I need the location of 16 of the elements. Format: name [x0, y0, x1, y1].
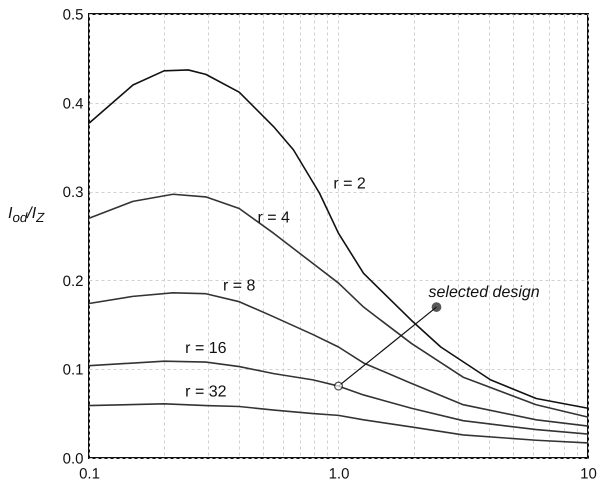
y-tick-label: 0.4 — [62, 95, 84, 112]
series-label: r = 2 — [333, 175, 366, 192]
series-label: r = 16 — [185, 340, 227, 358]
y-tick-label: 0.5 — [62, 6, 84, 24]
y-tick-label: 0.0 — [62, 450, 84, 468]
x-tick-label: 0.1 — [79, 466, 100, 482]
series-label: r = 32 — [185, 384, 227, 401]
series-label: r = 8 — [222, 278, 256, 295]
x-tick-label: 1.0 — [328, 466, 350, 482]
x-tick-label: 10 — [580, 466, 597, 482]
y-axis-title: I$_{od}$/I$_{Z}$ — [8, 205, 44, 226]
annotation: selected design — [428, 284, 540, 302]
y-tick-label: 0.2 — [62, 272, 84, 290]
series-label: r = 4 — [257, 209, 290, 226]
y-tick-label: 0.3 — [62, 184, 84, 202]
y-tick-label: 0.1 — [62, 362, 84, 379]
